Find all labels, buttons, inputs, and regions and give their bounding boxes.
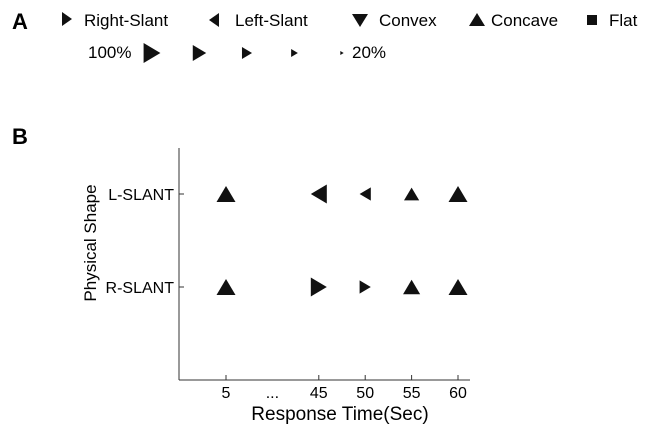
panel-b-label: B xyxy=(12,124,28,149)
scale-mark-20 xyxy=(340,51,344,55)
data-point-r-slant-55 xyxy=(403,279,421,295)
data-point-r-slant-45 xyxy=(310,277,327,297)
x-tick-label: 50 xyxy=(356,385,374,402)
legend-label-convex: Convex xyxy=(379,11,437,30)
x-tick-label: 5 xyxy=(222,385,231,402)
data-point-l-slant-60 xyxy=(448,186,468,202)
data-point-l-slant-50 xyxy=(359,187,371,201)
panel-a-label: A xyxy=(12,9,28,34)
right-slant-legend-icon xyxy=(62,12,72,26)
y-ticks: L-SLANT R-SLANT xyxy=(106,187,184,297)
left-slant-legend-icon xyxy=(209,13,219,27)
scale-mark-60 xyxy=(241,47,253,59)
data-point-r-slant-5 xyxy=(216,279,236,295)
data-point-l-slant-5 xyxy=(216,186,236,202)
x-axis-label: Response Time(Sec) xyxy=(251,404,428,425)
flat-legend-icon xyxy=(587,15,597,25)
x-tick-label: 60 xyxy=(449,385,467,402)
x-tick-label: 55 xyxy=(403,385,421,402)
data-point-r-slant-60 xyxy=(448,279,468,295)
scale-marks xyxy=(143,43,344,63)
data-point-l-slant-45 xyxy=(310,184,327,204)
data-points xyxy=(216,184,468,297)
concave-legend-icon xyxy=(469,13,485,26)
scale-max-label: 100% xyxy=(88,43,131,62)
scale-min-label: 20% xyxy=(352,43,386,62)
legend-label-left-slant: Left-Slant xyxy=(235,11,308,30)
x-tick-label: ... xyxy=(266,385,279,402)
shape-legend: Right-Slant Left-Slant Convex Concave Fl… xyxy=(62,11,638,30)
x-tick-label: 45 xyxy=(310,385,328,402)
plot-area: L-SLANT R-SLANT 5... 45 50 55 60 Response Tim… xyxy=(81,148,470,425)
y-axis-label: Physical Shape xyxy=(81,184,100,301)
data-point-r-slant-50 xyxy=(359,280,371,294)
convex-legend-icon xyxy=(352,14,368,27)
x-ticks: 5... 45 50 55 60 xyxy=(222,375,467,402)
scale-mark-80 xyxy=(192,45,207,61)
legend-label-right-slant: Right-Slant xyxy=(84,11,168,30)
data-point-l-slant-55 xyxy=(404,187,420,201)
y-tick-label: L-SLANT xyxy=(108,187,174,204)
y-tick-label: R-SLANT xyxy=(106,280,175,297)
scale-mark-40 xyxy=(291,49,298,57)
scale-mark-100 xyxy=(143,43,161,63)
legend-label-flat: Flat xyxy=(609,11,638,30)
size-scale: 100% 20% xyxy=(88,43,386,63)
legend-label-concave: Concave xyxy=(491,11,558,30)
